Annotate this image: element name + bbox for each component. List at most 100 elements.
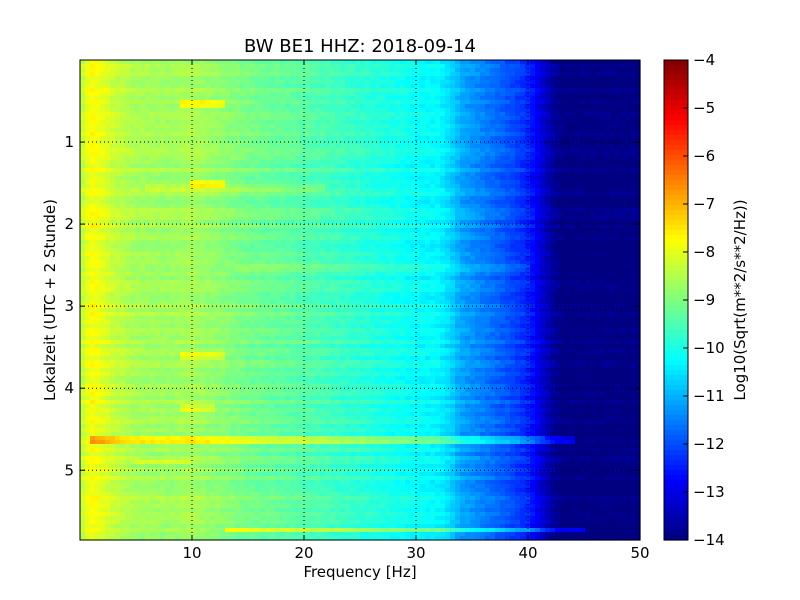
spectrogram-cell — [560, 212, 566, 217]
spectrogram-cell — [235, 164, 241, 169]
spectrogram-cell — [180, 204, 186, 209]
spectrogram-cell — [450, 232, 456, 237]
spectrogram-cell — [390, 132, 396, 137]
spectrogram-cell — [290, 236, 296, 241]
spectrogram-cell — [390, 192, 396, 197]
spectrogram-cell — [300, 60, 306, 65]
spectrogram-cell — [250, 192, 256, 197]
spectrogram-cell — [130, 96, 136, 101]
spectrogram-cell — [530, 120, 536, 125]
spectrogram-cell — [505, 228, 511, 233]
spectrogram-cell — [565, 144, 571, 149]
spectrogram-cell — [250, 220, 256, 225]
spectrogram-cell — [370, 152, 376, 157]
spectrogram-cell — [245, 236, 251, 241]
spectrogram-cell — [495, 164, 501, 169]
spectrogram-cell — [390, 72, 396, 77]
spectrogram-cell — [145, 72, 151, 77]
spectrogram-cell — [575, 120, 581, 125]
spectrogram-cell — [465, 196, 471, 201]
spectrogram-cell — [450, 176, 456, 181]
spectrogram-cell — [310, 120, 316, 125]
spectrogram-cell — [155, 100, 161, 105]
spectrogram-cell — [110, 224, 116, 229]
spectrogram-cell — [425, 68, 431, 73]
spectrogram-cell — [285, 124, 291, 129]
spectrogram-cell — [200, 136, 206, 141]
spectrogram-cell — [95, 136, 101, 141]
spectrogram-cell — [455, 160, 461, 165]
spectrogram-cell — [205, 220, 211, 225]
spectrogram-cell — [485, 164, 491, 169]
spectrogram-cell — [480, 164, 486, 169]
spectrogram-cell — [90, 152, 96, 157]
spectrogram-cell — [415, 112, 421, 117]
spectrogram-cell — [445, 164, 451, 169]
spectrogram-cell — [570, 228, 576, 233]
spectrogram-cell — [140, 112, 146, 117]
spectrogram-cell — [625, 176, 631, 181]
spectrogram-cell — [250, 136, 256, 141]
spectrogram-cell — [145, 232, 151, 237]
spectrogram-cell — [375, 104, 381, 109]
spectrogram-cell — [565, 148, 571, 153]
spectrogram-cell — [330, 148, 336, 153]
spectrogram-cell — [490, 120, 496, 125]
spectrogram-cell — [290, 64, 296, 69]
spectrogram-cell — [460, 160, 466, 165]
spectrogram-cell — [120, 232, 126, 237]
spectrogram-cell — [260, 92, 266, 97]
spectrogram-cell — [120, 132, 126, 137]
spectrogram-cell — [275, 128, 281, 133]
spectrogram-cell — [295, 64, 301, 69]
spectrogram-cell — [525, 184, 531, 189]
spectrogram-cell — [500, 100, 506, 105]
spectrogram-cell — [385, 116, 391, 121]
spectrogram-cell — [465, 96, 471, 101]
spectrogram-cell — [515, 232, 521, 237]
spectrogram-cell — [315, 196, 321, 201]
spectrogram-cell — [185, 192, 191, 197]
spectrogram-cell — [590, 120, 596, 125]
spectrogram-cell — [315, 136, 321, 141]
spectrogram-cell — [565, 180, 571, 185]
spectrogram-cell — [440, 144, 446, 149]
spectrogram-cell — [500, 188, 506, 193]
spectrogram-cell — [610, 116, 616, 121]
spectrogram-cell — [385, 120, 391, 125]
spectrogram-cell — [210, 124, 216, 129]
spectrogram-cell — [265, 120, 271, 125]
spectrogram-cell — [340, 120, 346, 125]
spectrogram-cell — [115, 92, 121, 97]
spectrogram-cell — [320, 132, 326, 137]
spectrogram-cell — [120, 144, 126, 149]
spectrogram-cell — [215, 104, 221, 109]
spectrogram-cell — [285, 156, 291, 161]
spectrogram-cell — [390, 100, 396, 105]
spectrogram-cell — [135, 208, 141, 213]
spectrogram-cell — [150, 188, 156, 193]
spectrogram-cell — [485, 200, 491, 205]
spectrogram-cell — [605, 116, 611, 121]
spectrogram-cell — [165, 76, 171, 81]
spectrogram-cell — [425, 116, 431, 121]
spectrogram-cell — [355, 172, 361, 177]
spectrogram-cell — [365, 232, 371, 237]
spectrogram-cell — [615, 224, 621, 229]
spectrogram-cell — [160, 160, 166, 165]
spectrogram-cell — [415, 212, 421, 217]
spectrogram-cell — [215, 180, 221, 185]
spectrogram-cell — [555, 188, 561, 193]
spectrogram-cell — [510, 84, 516, 89]
spectrogram-cell — [355, 116, 361, 121]
spectrogram-cell — [165, 212, 171, 217]
spectrogram-cell — [275, 88, 281, 93]
spectrogram-cell — [385, 152, 391, 157]
spectrogram-cell — [445, 112, 451, 117]
spectrogram-cell — [535, 228, 541, 233]
spectrogram-cell — [470, 60, 476, 65]
spectrogram-cell — [615, 180, 621, 185]
spectrogram-cell — [450, 112, 456, 117]
spectrogram-cell — [530, 192, 536, 197]
spectrogram-cell — [460, 132, 466, 137]
